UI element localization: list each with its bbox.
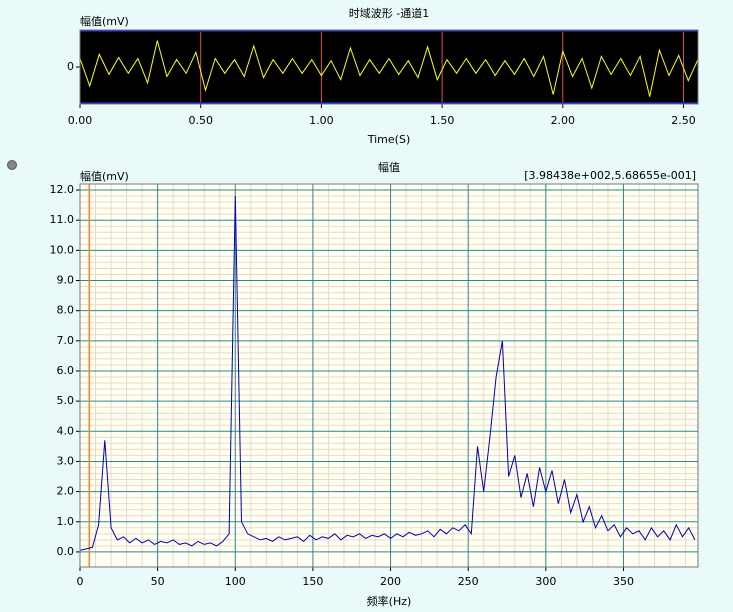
x-tick-label: 200	[380, 575, 401, 588]
y-tick-label: 1.0	[57, 515, 75, 528]
y-tick-label: 0.0	[57, 545, 75, 558]
y-tick-label: 10.0	[50, 243, 75, 256]
y-tick-label: 3.0	[57, 454, 75, 467]
y-tick-label: 4.0	[57, 424, 75, 437]
y-tick-label: 5.0	[57, 394, 75, 407]
x-tick-label: 150	[302, 575, 323, 588]
x-tick-label: 2.00	[551, 114, 576, 127]
waveform-line	[79, 196, 696, 551]
x-tick-label: 1.00	[309, 114, 334, 127]
plot-area	[80, 30, 698, 104]
y-tick-label: 0	[67, 60, 74, 73]
x-tick-label: 250	[458, 575, 479, 588]
x-tick-label: 0.00	[68, 114, 93, 127]
plot-frame	[79, 183, 699, 568]
y-tick-label: 12.0	[50, 183, 75, 196]
chart-title: 时域波形 -通道1	[349, 6, 429, 20]
x-tick-label: 0	[77, 575, 84, 588]
x-axis-label: 频率(Hz)	[367, 594, 412, 608]
y-tick-label: 7.0	[57, 334, 75, 347]
plot-frame	[79, 29, 699, 105]
y-tick-label: 9.0	[57, 274, 75, 287]
y-tick-label: 2.0	[57, 485, 75, 498]
x-tick-label: 0.50	[188, 114, 213, 127]
y-tick-label: 6.0	[57, 364, 75, 377]
x-tick-label: 1.50	[430, 114, 455, 127]
y-tick-label: 8.0	[57, 304, 75, 317]
x-tick-label: 350	[613, 575, 634, 588]
cursor-readout: [3.98438e+002,5.68655e-001]	[524, 169, 696, 182]
x-tick-label: 50	[151, 575, 165, 588]
x-axis-label: Time(S)	[367, 133, 411, 146]
plot-area	[80, 184, 698, 567]
x-tick-label: 2.50	[671, 114, 696, 127]
y-tick-label: 11.0	[50, 213, 75, 226]
y-axis-label: 幅值(mV)	[80, 170, 129, 183]
waveform-line	[79, 40, 699, 97]
indicator-dot	[7, 160, 17, 170]
chart-title: 幅值	[378, 161, 400, 174]
x-tick-label: 100	[225, 575, 246, 588]
y-axis-label: 幅值(mV)	[80, 15, 129, 28]
x-tick-label: 300	[535, 575, 556, 588]
